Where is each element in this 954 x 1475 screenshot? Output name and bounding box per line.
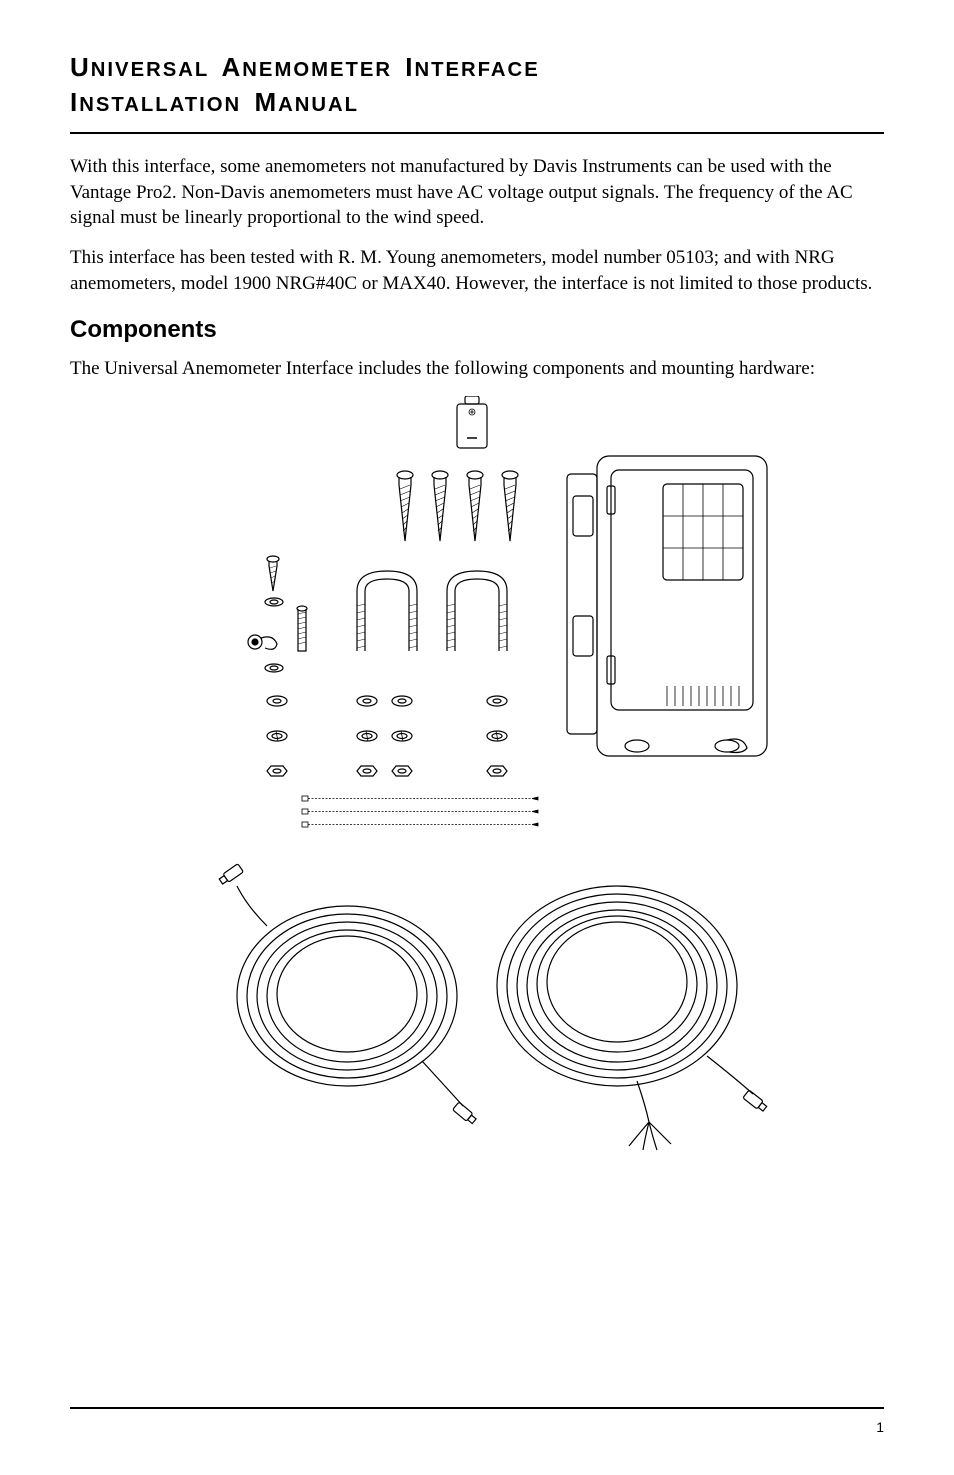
title-divider [70,132,884,134]
components-intro-text: The Universal Anemometer Interface inclu… [70,356,884,382]
components-heading: Components [70,316,884,344]
page-number: 1 [70,1419,884,1435]
document-title: UNIVERSAL ANEMOMETER INTERFACE INSTALLAT… [70,50,884,120]
page-footer: 1 [70,1407,884,1435]
intro-paragraph-2: This interface has been tested with R. M… [70,245,884,296]
intro-paragraph-1: With this interface, some anemometers no… [70,154,884,231]
footer-divider [70,1407,884,1409]
components-illustration [70,396,884,1181]
